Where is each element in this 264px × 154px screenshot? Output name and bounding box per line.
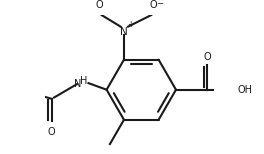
Text: O: O — [204, 52, 211, 62]
Text: H: H — [80, 77, 87, 86]
Text: OH: OH — [237, 85, 252, 95]
Text: +: + — [127, 20, 133, 29]
Text: −: − — [156, 0, 163, 8]
Text: N: N — [74, 79, 81, 89]
Text: O: O — [48, 127, 55, 137]
Text: O: O — [149, 0, 157, 10]
Text: N: N — [120, 27, 128, 37]
Text: O: O — [95, 0, 103, 10]
